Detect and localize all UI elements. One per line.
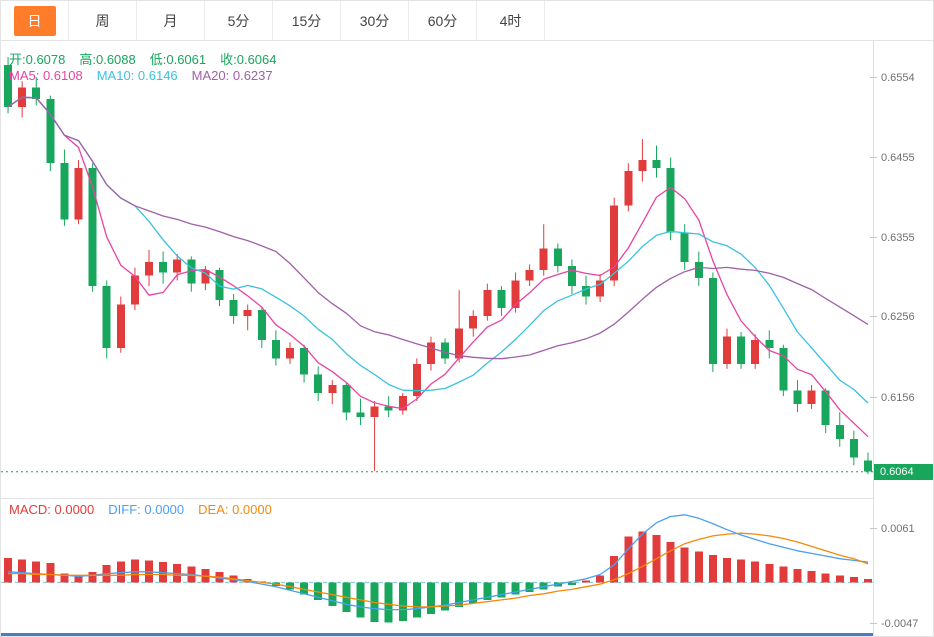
tab-30min[interactable]: 30分: [341, 1, 409, 40]
dea-value: DEA: 0.0000: [198, 502, 272, 517]
axis-tick-label: 0.0061: [870, 522, 933, 536]
axis-tick-label: 0.6256: [870, 310, 933, 324]
ma10-value: MA10: 0.6146: [96, 68, 178, 83]
tab-day[interactable]: 日: [1, 1, 69, 40]
axis-tick-label: 0.6554: [870, 71, 933, 85]
axis-tick-label: -0.0047: [870, 617, 933, 631]
axis-tick-label: 0.6156: [870, 391, 933, 405]
ohlc-legend: 开:0.6078 高:0.6088 低:0.6061 收:0.6064: [9, 49, 291, 68]
tab-5min-label: 5分: [227, 12, 250, 29]
low-value: 低:0.6061: [149, 52, 207, 67]
tab-60min-label: 60分: [427, 12, 458, 29]
macd-canvas[interactable]: [1, 499, 875, 635]
axis-tick-label: 0.6355: [870, 231, 933, 245]
open-value: 开:0.6078: [9, 52, 66, 67]
high-value: 高:0.6088: [79, 52, 136, 67]
tab-month[interactable]: 月: [137, 1, 205, 40]
close-value: 收:0.6064: [220, 52, 277, 67]
tab-4hour-label: 4时: [499, 12, 522, 29]
panel-divider: [1, 498, 875, 499]
ma-legend: MA5: 0.6108 MA10: 0.6146 MA20: 0.6237: [9, 68, 287, 83]
tab-week-label: 周: [95, 12, 110, 29]
tab-5min[interactable]: 5分: [205, 1, 273, 40]
last-price-tag: 0.6064: [874, 463, 933, 480]
bottom-scroll-bar[interactable]: [1, 633, 933, 636]
axis-tick-label: 0.6455: [870, 151, 933, 165]
tab-15min[interactable]: 15分: [273, 1, 341, 40]
tab-4hour[interactable]: 4时: [477, 1, 545, 40]
tab-week[interactable]: 周: [69, 1, 137, 40]
price-axis: 0.6064 0.6554 0.6455 0.6355 0.6256 0.6156 0.0…: [870, 41, 933, 636]
ma20-value: MA20: 0.6237: [191, 68, 273, 83]
tab-30min-label: 30分: [359, 12, 390, 29]
macd-value: MACD: 0.0000: [9, 502, 95, 517]
ma5-value: MA5: 0.6108: [9, 68, 83, 83]
tab-15min-label: 15分: [291, 12, 322, 29]
tab-day-label: 日: [13, 5, 56, 36]
tab-month-label: 月: [163, 12, 178, 29]
macd-legend: MACD: 0.0000 DIFF: 0.0000 DEA: 0.0000: [9, 502, 286, 517]
tab-60min[interactable]: 60分: [409, 1, 477, 40]
candlestick-canvas[interactable]: [1, 41, 875, 491]
diff-value: DIFF: 0.0000: [108, 502, 185, 517]
tab-bar: 日 周 月 5分 15分 30分 60分 4时: [1, 1, 933, 41]
